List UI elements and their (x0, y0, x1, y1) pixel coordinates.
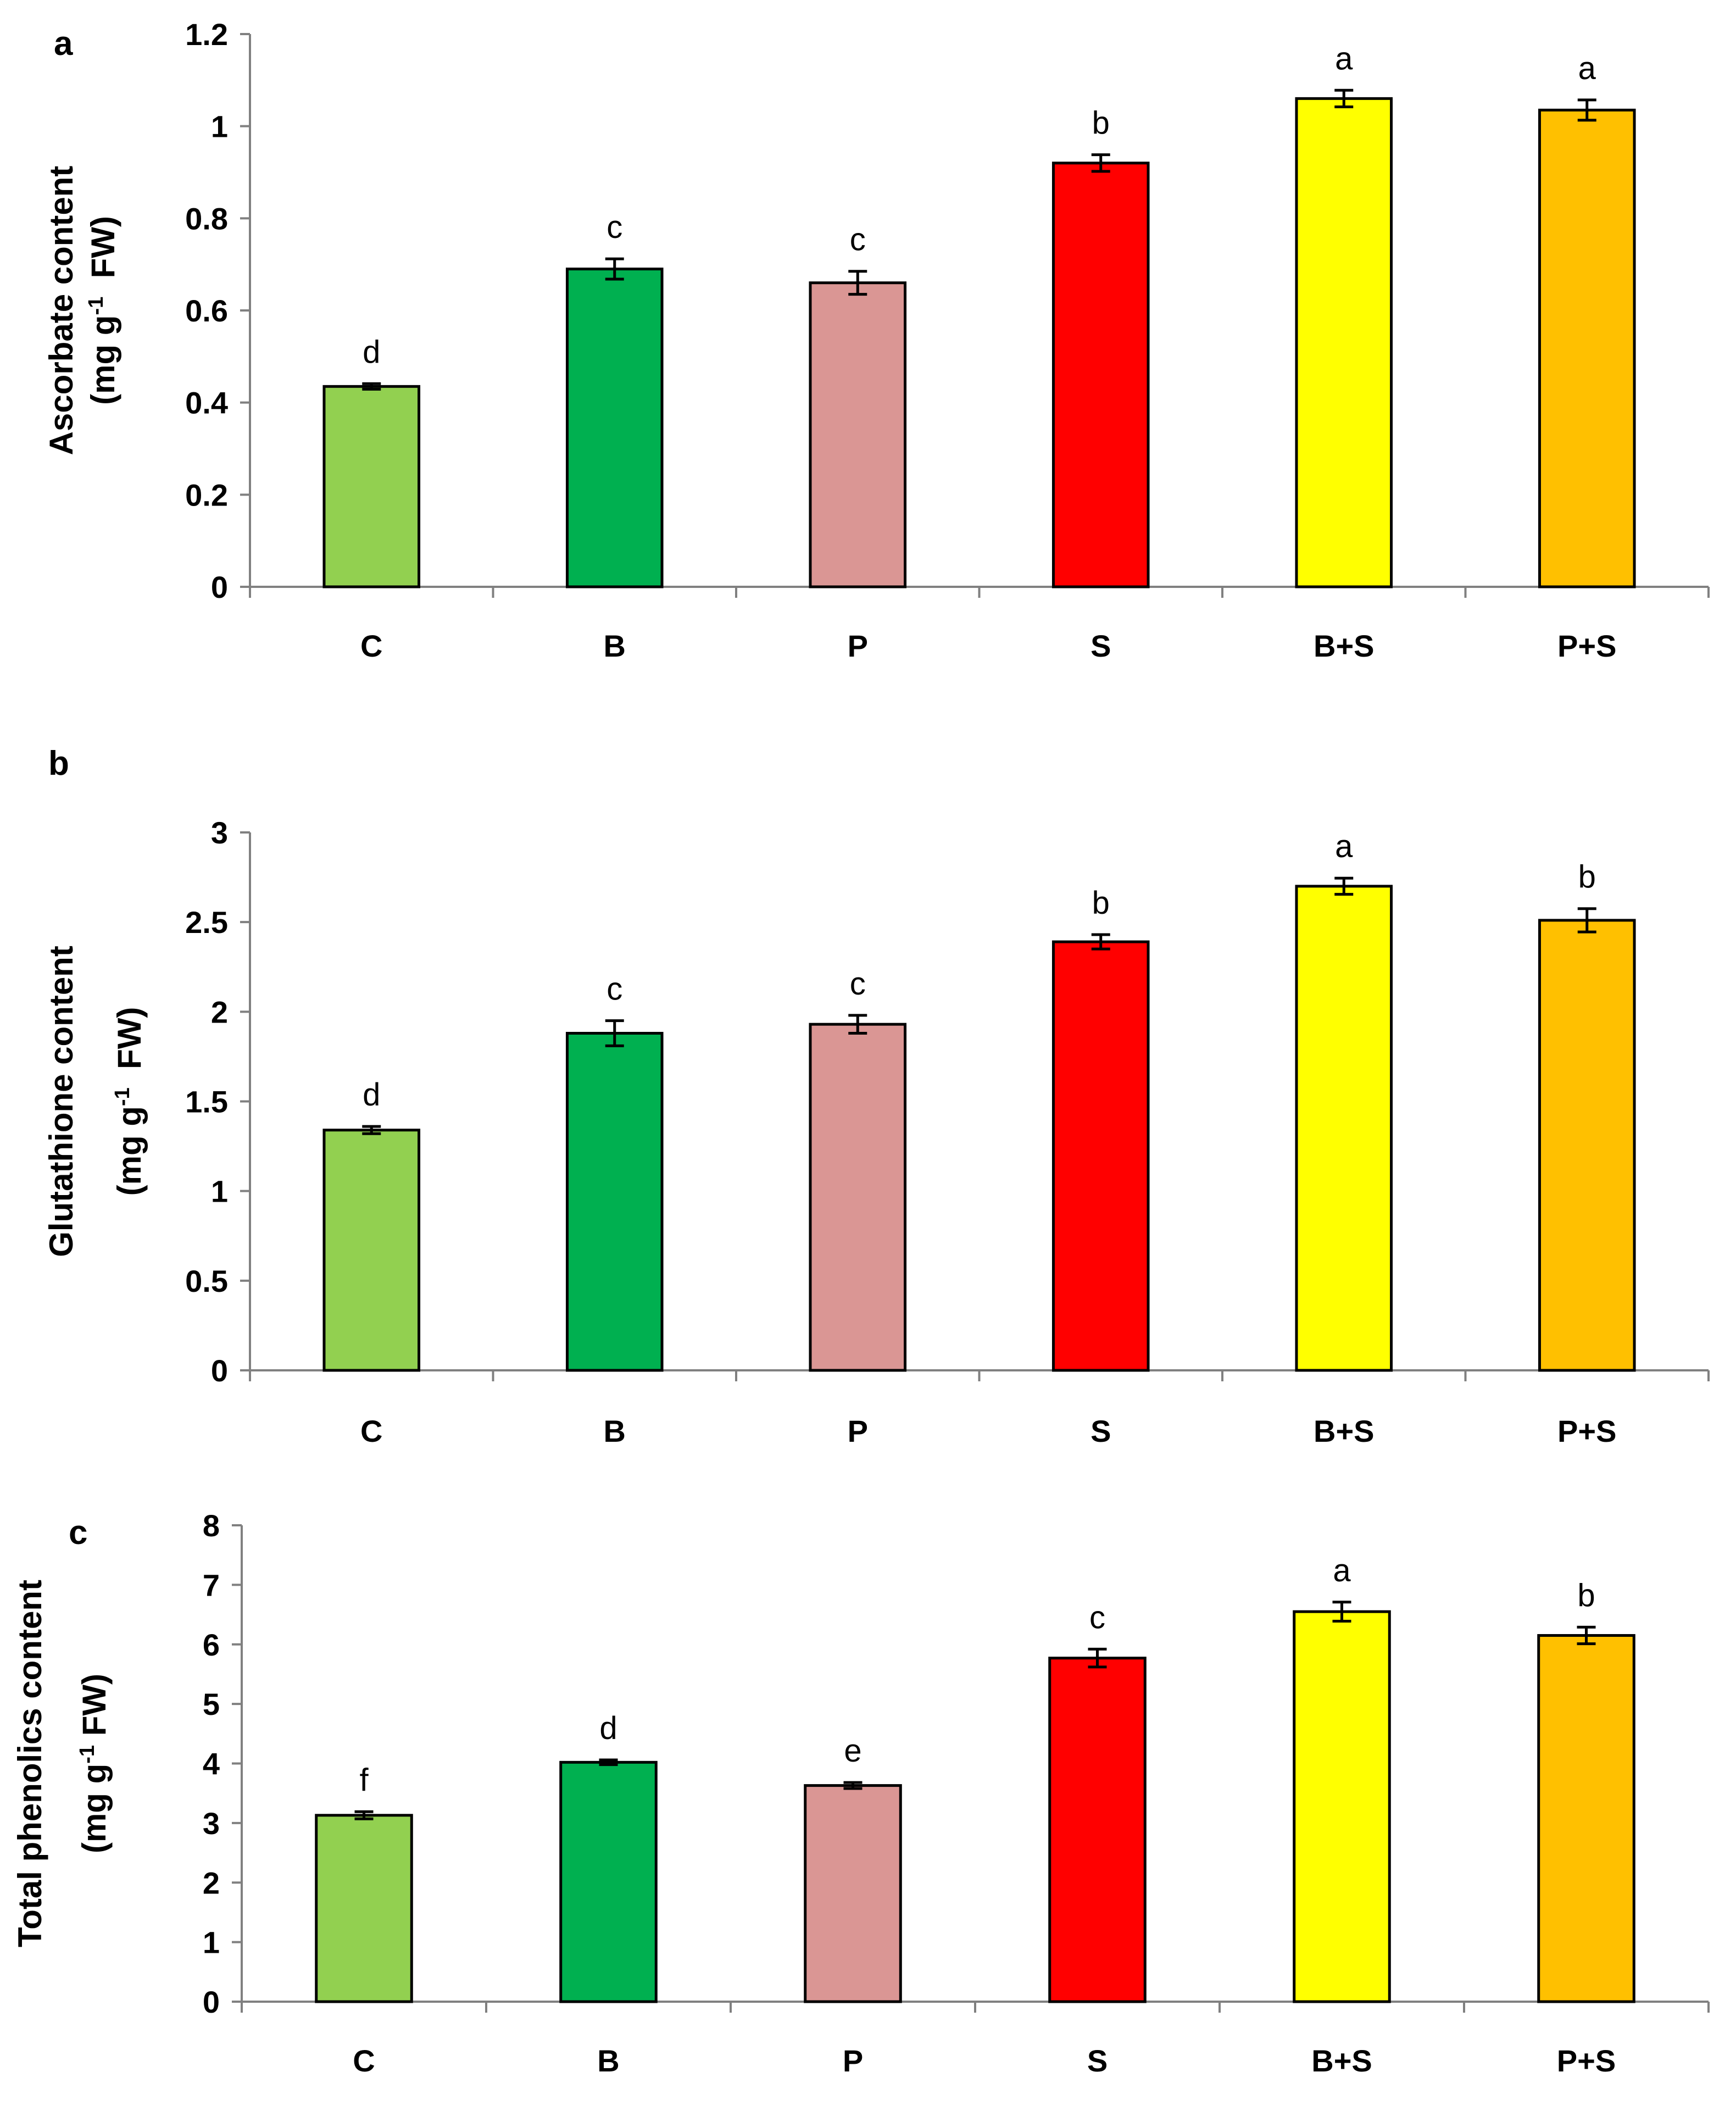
significance-label: c (607, 971, 622, 1007)
bar-B (565, 268, 664, 588)
bar-C (315, 1814, 413, 2003)
bar-S (1051, 162, 1150, 588)
y-tick-label: 1 (211, 1174, 228, 1209)
significance-label: e (844, 1733, 861, 1769)
category-label: P (843, 2043, 863, 2078)
category-label: P+S (1557, 2043, 1616, 2078)
y-tick-label: 0.6 (185, 293, 228, 328)
y-tick-label: 2 (211, 995, 228, 1029)
significance-label: b (1092, 105, 1110, 141)
category-label: P+S (1557, 629, 1616, 663)
category-label: B (604, 629, 626, 663)
significance-label: d (599, 1710, 617, 1746)
y-tick-label: 8 (203, 1508, 220, 1543)
significance-label: b (1092, 885, 1110, 921)
significance-label: a (1333, 1553, 1351, 1588)
bar-P+S (1538, 919, 1636, 1372)
y-tick-label: 6 (203, 1627, 220, 1662)
category-label: B+S (1311, 2043, 1372, 2078)
y-tick-label: 3 (203, 1806, 220, 1841)
category-label: B (604, 1414, 626, 1448)
chart-panel-c: c 0 1 2 3 4 5 6 7 8 f Cd Be Pc Sa B+S b P+S Total phenolic… (12, 1508, 1710, 2078)
category-label: P (848, 1414, 868, 1448)
significance-label: c (607, 209, 622, 245)
significance-label: c (1089, 1599, 1105, 1635)
y-tick-label: 0 (211, 1353, 228, 1388)
y-tick-label: 0.4 (185, 386, 228, 420)
bar-B (559, 1760, 658, 2003)
bar-P (809, 281, 907, 588)
category-label: B+S (1314, 629, 1375, 663)
category-label: P+S (1557, 1414, 1616, 1448)
y-tick-label: 2 (203, 1865, 220, 1900)
y-axis-title: Glutathione content (43, 946, 80, 1257)
category-label: S (1090, 629, 1111, 663)
bar-P (804, 1784, 902, 2003)
panel-label: b (48, 745, 69, 782)
significance-label: d (363, 334, 380, 370)
significance-label: c (850, 222, 866, 258)
y-tick-label: 4 (203, 1747, 220, 1781)
category-label: C (360, 629, 382, 663)
y-tick-label: 0.2 (185, 477, 228, 512)
y-tick-label: 0 (203, 1985, 220, 2019)
category-label: B (597, 2043, 619, 2078)
category-label: C (360, 1414, 382, 1448)
bar-S (1051, 940, 1150, 1372)
significance-label: b (1578, 859, 1596, 895)
bar-B+S (1295, 97, 1393, 588)
y-tick-label: 1.2 (185, 17, 228, 52)
category-label: S (1087, 2043, 1108, 2078)
bar-B+S (1295, 885, 1393, 1372)
y-axis-unit: (mg g-1 FW) (111, 1007, 148, 1196)
significance-label: c (850, 966, 866, 1002)
y-tick-label: 2.5 (185, 905, 228, 940)
bar-C (322, 1129, 421, 1372)
bar-S (1048, 1657, 1147, 2003)
significance-label: a (1578, 51, 1596, 86)
significance-label: b (1577, 1577, 1595, 1613)
bar-C (322, 385, 421, 588)
y-axis-title: Total phenolics content (12, 1580, 48, 1947)
category-label: C (353, 2043, 375, 2078)
y-tick-label: 0 (211, 570, 228, 604)
y-tick-label: 3 (211, 815, 228, 850)
bar-B (565, 1031, 664, 1372)
y-tick-label: 5 (203, 1687, 220, 1721)
significance-label: a (1335, 41, 1353, 76)
y-tick-label: 1 (211, 109, 228, 144)
panel-label: a (54, 25, 73, 63)
bar-P (809, 1023, 907, 1372)
y-tick-label: 1 (203, 1925, 220, 1960)
panel-label: c (69, 1514, 87, 1552)
category-label: S (1090, 1414, 1111, 1448)
significance-label: d (363, 1077, 380, 1113)
bar-P+S (1538, 108, 1636, 588)
category-label: B+S (1314, 1414, 1375, 1448)
y-tick-label: 7 (203, 1568, 220, 1602)
y-axis-unit: (mg g-1 FW) (85, 216, 121, 405)
bar-P+S (1537, 1634, 1635, 2003)
significance-label: f (359, 1762, 369, 1798)
y-tick-label: 0.5 (185, 1264, 228, 1298)
category-label: P (848, 629, 868, 663)
chart-panel-a: a 0 0.2 0.4 0.6 0.8 1 1.2 d Cc Bc Pb Sa B+S a P+S Ascorb… (43, 17, 1710, 663)
y-axis-unit: (mg g-1 FW) (76, 1674, 113, 1853)
bar-B+S (1293, 1610, 1391, 2003)
y-axis-title: Ascorbate content (43, 166, 80, 455)
chart-panel-b: b 0 0.5 1 1.5 2 2.5 3 d Cc Bc Pb Sa B+S b P+S Glutathion… (43, 745, 1710, 1448)
significance-label: a (1335, 829, 1353, 864)
y-tick-label: 0.8 (185, 201, 228, 236)
y-tick-label: 1.5 (185, 1085, 228, 1119)
